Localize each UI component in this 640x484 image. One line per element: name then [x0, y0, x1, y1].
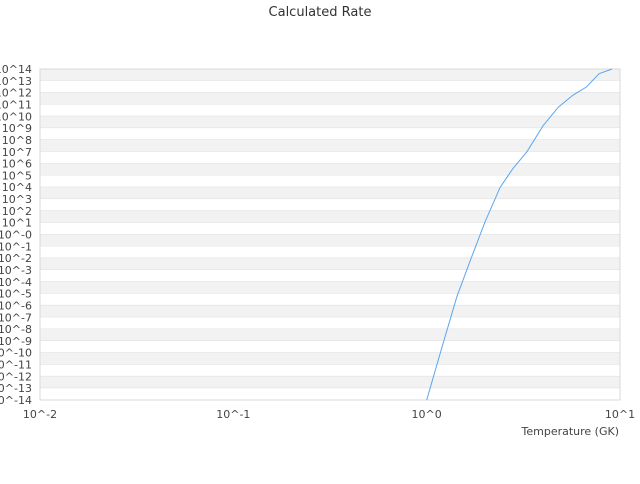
grid-band	[40, 258, 620, 270]
y-tick-label: 10^-11	[0, 359, 32, 372]
y-tick-label: 10^11	[0, 98, 32, 111]
y-axis: 10^1410^1310^1210^1110^1010^910^810^710^…	[0, 63, 32, 407]
grid-band	[40, 128, 620, 140]
y-tick-label: 10^-2	[0, 252, 32, 265]
y-tick-label: 10^12	[0, 87, 32, 100]
grid-band	[40, 139, 620, 152]
grid-band	[40, 269, 620, 282]
x-tick-label: 10^-1	[216, 408, 250, 421]
x-tick-label: 10^1	[605, 408, 635, 421]
grid-band	[40, 175, 620, 188]
grid-band	[40, 222, 620, 235]
series-line	[426, 68, 613, 401]
y-tick-label: 10^-12	[0, 370, 32, 383]
y-tick-label: 10^-9	[0, 335, 32, 348]
grid-band	[40, 364, 620, 377]
grid-band	[40, 151, 620, 164]
grid-band	[40, 246, 620, 259]
y-tick-label: 10^2	[2, 205, 32, 218]
y-tick-label: 10^8	[2, 134, 32, 147]
x-tick-label: 10^0	[412, 408, 442, 421]
grid-band	[40, 163, 620, 176]
grid-band	[40, 305, 620, 318]
grid-band	[40, 199, 620, 211]
y-tick-label: 10^10	[0, 110, 32, 123]
y-tick-label: 10^-14	[0, 394, 32, 407]
y-tick-label: 10^-5	[0, 288, 32, 301]
y-tick-label: 10^4	[2, 181, 32, 194]
plot-frame	[39, 68, 621, 401]
y-tick-label: 10^-7	[0, 311, 32, 324]
y-tick-label: 10^3	[2, 193, 32, 206]
y-tick-label: 10^-13	[0, 382, 32, 395]
y-tick-label: 10^-0	[0, 229, 32, 242]
grid-band	[40, 281, 620, 294]
grid-band	[40, 80, 620, 93]
grid-band	[40, 187, 620, 200]
grid-band	[40, 234, 620, 247]
grid-band	[40, 92, 620, 105]
y-tick-label: 10^-1	[0, 240, 32, 253]
grid-band	[40, 293, 620, 306]
grid-band	[40, 388, 620, 400]
y-tick-label: 10^-10	[0, 347, 32, 360]
grid-band	[40, 104, 620, 117]
y-tick-label: 10^6	[2, 158, 32, 171]
y-tick-label: 10^1	[2, 217, 32, 230]
grid-band	[40, 317, 620, 330]
y-tick-label: 10^13	[0, 75, 32, 88]
y-tick-label: 10^5	[2, 169, 32, 182]
y-tick-label: 10^-4	[0, 276, 32, 289]
chart-title: Calculated Rate	[269, 5, 372, 20]
grid-band	[40, 329, 620, 341]
y-tick-label: 10^14	[0, 63, 32, 76]
grid-band	[40, 116, 620, 129]
x-axis: 10^-2 10^-1 10^0 10^1	[23, 408, 635, 421]
y-tick-label: 10^7	[2, 146, 32, 159]
grid-bands	[39, 68, 621, 401]
series-group	[426, 68, 613, 401]
y-tick-label: 10^-3	[0, 264, 32, 277]
x-tick-label: 10^-2	[23, 408, 57, 421]
y-tick-label: 10^-6	[0, 299, 32, 312]
y-tick-label: 10^-8	[0, 323, 32, 336]
x-axis-label: Temperature (GK)	[521, 425, 620, 438]
grid-band	[40, 69, 620, 81]
grid-band	[40, 352, 620, 365]
grid-band	[40, 340, 620, 353]
grid-band	[40, 210, 620, 223]
y-tick-label: 10^9	[2, 122, 32, 135]
grid-band	[40, 376, 620, 389]
